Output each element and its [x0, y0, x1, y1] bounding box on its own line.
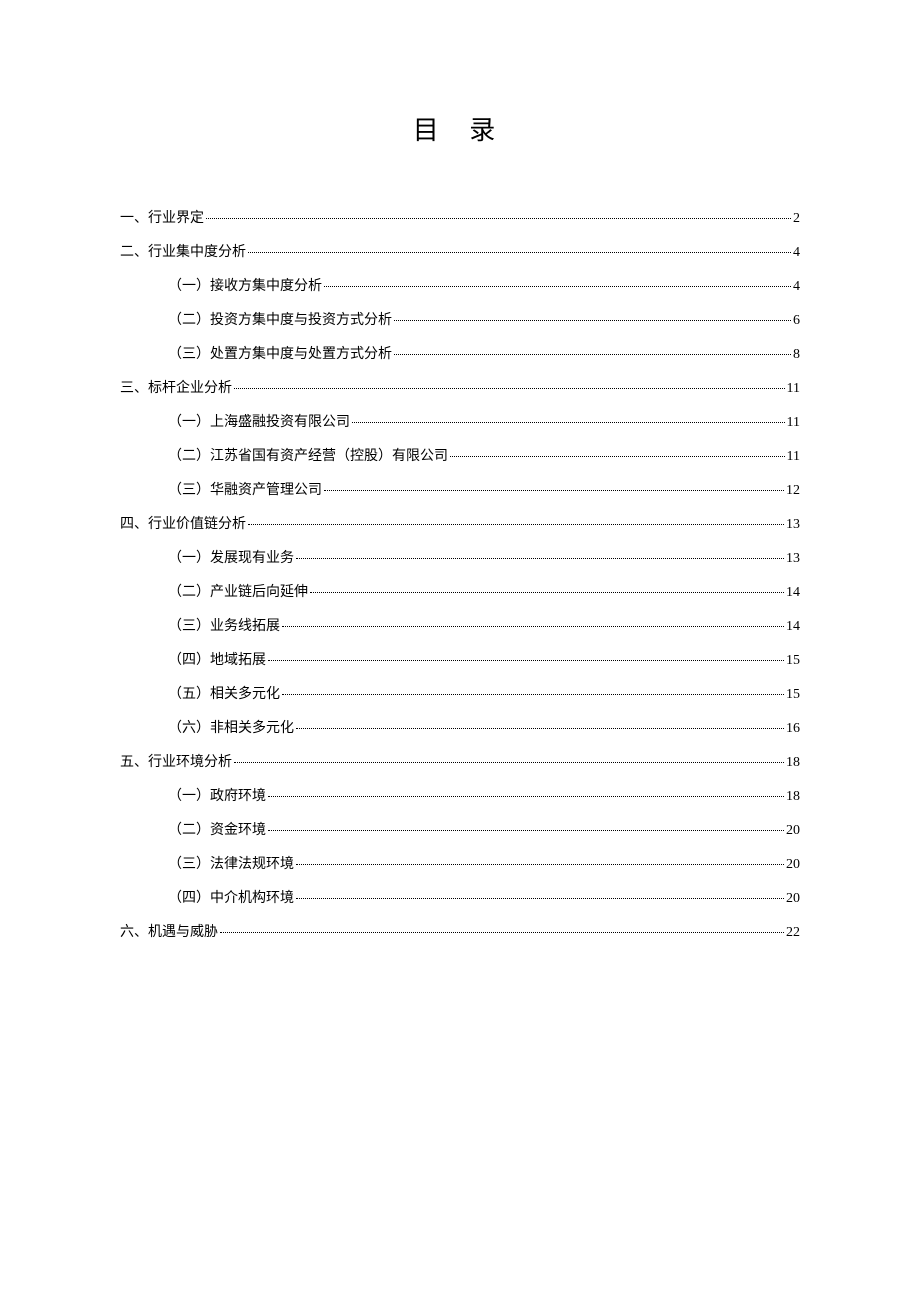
toc-entry-label: （三）法律法规环境 [168, 853, 294, 873]
toc-entry: （一）接收方集中度分析 4 [120, 275, 800, 295]
toc-entry-label: （二）投资方集中度与投资方式分析 [168, 309, 392, 329]
toc-leader-dots [352, 422, 785, 423]
toc-leader-dots [268, 796, 784, 797]
toc-entry-label: （三）处置方集中度与处置方式分析 [168, 343, 392, 363]
toc-entry-page: 15 [786, 687, 800, 703]
toc-entry-label: 五、行业环境分析 [120, 751, 232, 771]
toc-leader-dots [220, 932, 784, 933]
toc-entry-page: 18 [786, 789, 800, 805]
toc-leader-dots [248, 252, 791, 253]
toc-entry-label: 三、标杆企业分析 [120, 377, 232, 397]
toc-entry: （二）江苏省国有资产经营（控股）有限公司 11 [120, 445, 800, 465]
toc-entry-label: （一）政府环境 [168, 785, 266, 805]
toc-entry-label: （五）相关多元化 [168, 683, 280, 703]
toc-entry: （二）资金环境 20 [120, 819, 800, 839]
toc-entry-label: （一）上海盛融投资有限公司 [168, 411, 350, 431]
toc-entry-label: （二）产业链后向延伸 [168, 581, 308, 601]
toc-entry: （三）法律法规环境 20 [120, 853, 800, 873]
toc-leader-dots [324, 490, 784, 491]
toc-entry-label: （三）华融资产管理公司 [168, 479, 322, 499]
toc-entry: （三）业务线拓展 14 [120, 615, 800, 635]
toc-entry-page: 20 [786, 857, 800, 873]
toc-entry-page: 8 [793, 347, 800, 363]
toc-entry-page: 12 [786, 483, 800, 499]
toc-entry-label: （一）接收方集中度分析 [168, 275, 322, 295]
toc-entry-label: 二、行业集中度分析 [120, 241, 246, 261]
toc-entry-label: （一）发展现有业务 [168, 547, 294, 567]
toc-entry-page: 11 [787, 415, 800, 431]
toc-leader-dots [268, 660, 784, 661]
toc-entry-label: （二）江苏省国有资产经营（控股）有限公司 [168, 445, 448, 465]
toc-entry: （一）政府环境 18 [120, 785, 800, 805]
toc-entry: （四）中介机构环境 20 [120, 887, 800, 907]
toc-entry: （五）相关多元化 15 [120, 683, 800, 703]
toc-entry-page: 2 [793, 211, 800, 227]
toc-entry-page: 11 [787, 381, 800, 397]
toc-entry-label: 四、行业价值链分析 [120, 513, 246, 533]
toc-leader-dots [324, 286, 791, 287]
toc-leader-dots [268, 830, 784, 831]
toc-leader-dots [296, 728, 784, 729]
toc-entry: （一）发展现有业务 13 [120, 547, 800, 567]
toc-leader-dots [394, 354, 791, 355]
toc-entry: 二、行业集中度分析 4 [120, 241, 800, 261]
toc-entry-label: （四）地域拓展 [168, 649, 266, 669]
toc-leader-dots [206, 218, 791, 219]
toc-entry-label: （六）非相关多元化 [168, 717, 294, 737]
toc-leader-dots [282, 694, 784, 695]
toc-entry-page: 20 [786, 823, 800, 839]
toc-entry-page: 13 [786, 517, 800, 533]
toc-leader-dots [282, 626, 784, 627]
toc-leader-dots [248, 524, 784, 525]
toc-entry: （二）投资方集中度与投资方式分析 6 [120, 309, 800, 329]
toc-entry-page: 15 [786, 653, 800, 669]
toc-entry-page: 20 [786, 891, 800, 907]
toc-entry: （三）处置方集中度与处置方式分析 8 [120, 343, 800, 363]
toc-entry-page: 16 [786, 721, 800, 737]
toc-leader-dots [234, 388, 785, 389]
toc-entry-label: （二）资金环境 [168, 819, 266, 839]
toc-leader-dots [296, 898, 784, 899]
toc-leader-dots [394, 320, 791, 321]
toc-entry-page: 14 [786, 619, 800, 635]
toc-entry: （一）上海盛融投资有限公司 11 [120, 411, 800, 431]
toc-entry-label: （三）业务线拓展 [168, 615, 280, 635]
toc-entry-label: 一、行业界定 [120, 207, 204, 227]
toc-entry: （四）地域拓展 15 [120, 649, 800, 669]
toc-leader-dots [296, 558, 784, 559]
toc-title: 目 录 [120, 110, 800, 147]
toc-entry-page: 4 [793, 279, 800, 295]
toc-entry-page: 13 [786, 551, 800, 567]
toc-entry: 三、标杆企业分析 11 [120, 377, 800, 397]
toc-entry: （六）非相关多元化 16 [120, 717, 800, 737]
toc-entry-page: 22 [786, 925, 800, 941]
toc-leader-dots [310, 592, 784, 593]
toc-entry: （三）华融资产管理公司 12 [120, 479, 800, 499]
table-of-contents: 一、行业界定 2 二、行业集中度分析 4 （一）接收方集中度分析 4 （二）投资方集中度与投… [120, 207, 800, 941]
toc-entry-label: 六、机遇与威胁 [120, 921, 218, 941]
toc-entry: 五、行业环境分析 18 [120, 751, 800, 771]
toc-entry: （二）产业链后向延伸 14 [120, 581, 800, 601]
toc-entry: 六、机遇与威胁 22 [120, 921, 800, 941]
toc-entry-page: 11 [787, 449, 800, 465]
toc-leader-dots [296, 864, 784, 865]
toc-entry-label: （四）中介机构环境 [168, 887, 294, 907]
toc-entry-page: 4 [793, 245, 800, 261]
toc-entry-page: 6 [793, 313, 800, 329]
toc-entry: 一、行业界定 2 [120, 207, 800, 227]
toc-leader-dots [450, 456, 785, 457]
toc-entry-page: 14 [786, 585, 800, 601]
toc-entry-page: 18 [786, 755, 800, 771]
toc-leader-dots [234, 762, 784, 763]
toc-entry: 四、行业价值链分析 13 [120, 513, 800, 533]
